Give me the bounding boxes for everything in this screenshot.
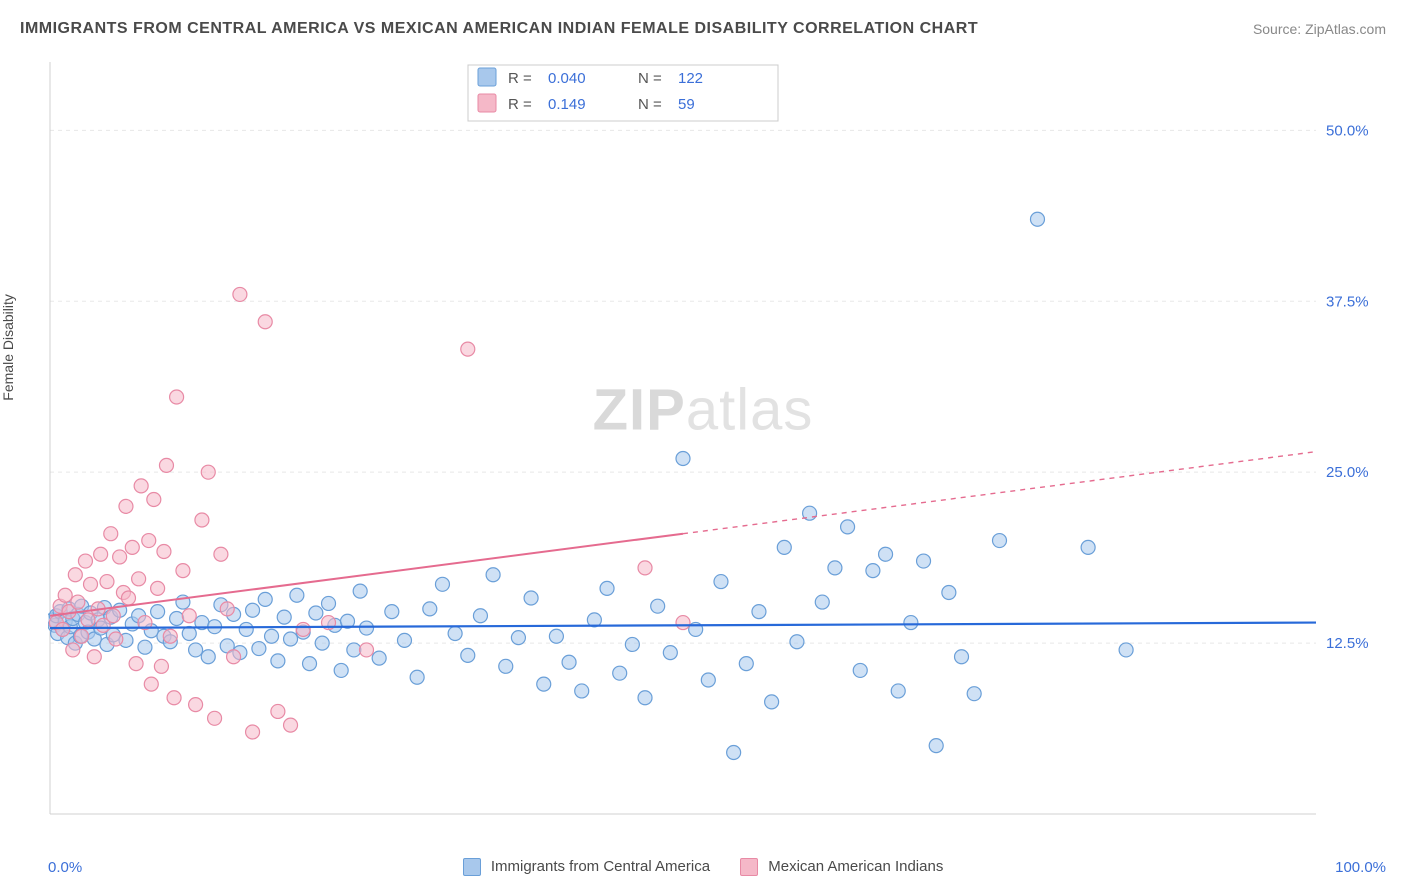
svg-text:N =: N = [638, 70, 662, 87]
svg-text:R =: R = [508, 70, 532, 87]
chart-title: IMMIGRANTS FROM CENTRAL AMERICA VS MEXIC… [20, 20, 978, 38]
legend-swatch-a [463, 858, 481, 876]
svg-text:122: 122 [678, 70, 703, 87]
svg-text:37.5%: 37.5% [1326, 293, 1369, 310]
svg-text:0.040: 0.040 [548, 70, 586, 87]
svg-text:R =: R = [508, 96, 532, 113]
svg-text:50.0%: 50.0% [1326, 122, 1369, 139]
legend-label-b: Mexican American Indians [768, 858, 943, 875]
legend-item-series-a: Immigrants from Central America [463, 858, 710, 876]
source-attribution: Source: ZipAtlas.com [1253, 21, 1386, 37]
legend-label-a: Immigrants from Central America [491, 858, 710, 875]
scatter-chart-svg: 12.5% 25.0% 37.5% 50.0% R = 0.040 N = 122 R = 0.1… [48, 60, 1386, 832]
y-axis-label: Female Disability [0, 294, 16, 401]
svg-text:59: 59 [678, 96, 695, 113]
svg-text:25.0%: 25.0% [1326, 464, 1369, 481]
svg-text:12.5%: 12.5% [1326, 635, 1369, 652]
chart-area: 12.5% 25.0% 37.5% 50.0% R = 0.040 N = 122 R = 0.1… [48, 60, 1386, 832]
svg-text:0.149: 0.149 [548, 96, 586, 113]
legend-swatch-b [740, 858, 758, 876]
legend-item-series-b: Mexican American Indians [740, 858, 943, 876]
bottom-legend: Immigrants from Central America Mexican … [0, 858, 1406, 876]
svg-text:N =: N = [638, 96, 662, 113]
